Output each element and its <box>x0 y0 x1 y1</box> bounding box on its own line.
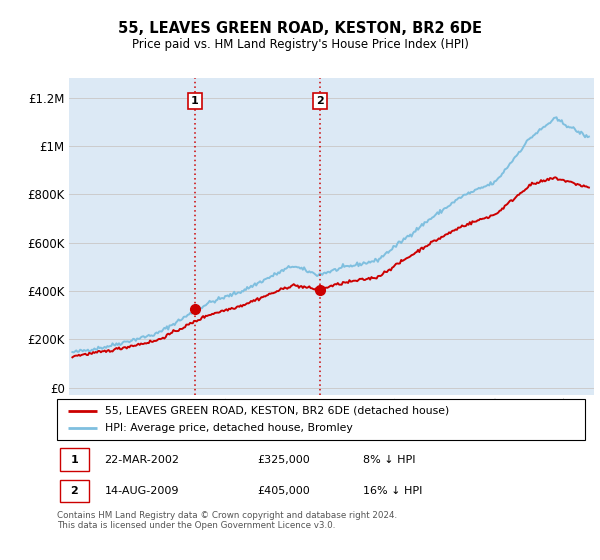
Text: HPI: Average price, detached house, Bromley: HPI: Average price, detached house, Brom… <box>104 423 352 433</box>
Text: 2: 2 <box>316 96 324 106</box>
Text: 14-AUG-2009: 14-AUG-2009 <box>104 486 179 496</box>
Text: Contains HM Land Registry data © Crown copyright and database right 2024.
This d: Contains HM Land Registry data © Crown c… <box>57 511 397 530</box>
Text: 55, LEAVES GREEN ROAD, KESTON, BR2 6DE: 55, LEAVES GREEN ROAD, KESTON, BR2 6DE <box>118 21 482 36</box>
Text: 2: 2 <box>70 486 78 496</box>
Text: £405,000: £405,000 <box>257 486 310 496</box>
Text: 55, LEAVES GREEN ROAD, KESTON, BR2 6DE (detached house): 55, LEAVES GREEN ROAD, KESTON, BR2 6DE (… <box>104 405 449 416</box>
Text: 8% ↓ HPI: 8% ↓ HPI <box>363 455 416 465</box>
Text: 22-MAR-2002: 22-MAR-2002 <box>104 455 179 465</box>
Text: 1: 1 <box>70 455 78 465</box>
Bar <box>59 480 89 502</box>
Text: 1: 1 <box>191 96 199 106</box>
Bar <box>59 449 89 471</box>
Text: £325,000: £325,000 <box>257 455 310 465</box>
Text: 16% ↓ HPI: 16% ↓ HPI <box>363 486 422 496</box>
Text: Price paid vs. HM Land Registry's House Price Index (HPI): Price paid vs. HM Land Registry's House … <box>131 38 469 51</box>
